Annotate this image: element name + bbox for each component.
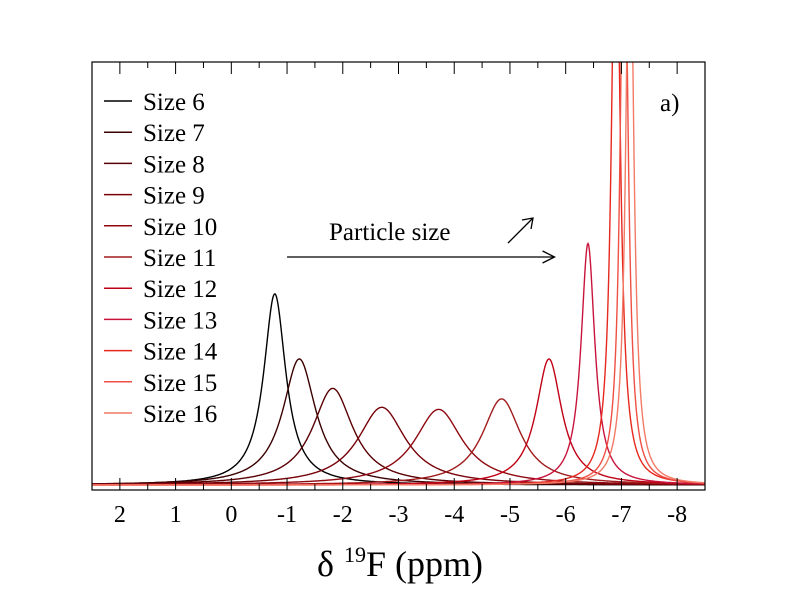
legend-label: Size 14 <box>143 339 218 366</box>
x-axis-label-suffix: F (ppm) <box>366 544 483 584</box>
legend-label: Size 9 <box>143 183 205 210</box>
legend-label: Size 8 <box>143 151 205 178</box>
particle-size-arrow <box>287 250 556 264</box>
legend-label: Size 12 <box>143 276 217 303</box>
x-tick-label: -2 <box>333 502 353 528</box>
legend-label: Size 13 <box>143 307 217 334</box>
x-axis-label-superscript: 19 <box>344 542 366 567</box>
x-tick-label: -8 <box>667 502 687 528</box>
particle-size-annotation: Particle size <box>329 219 450 246</box>
x-axis-label: δ 19F (ppm) <box>317 542 483 584</box>
x-axis-label-prefix: δ <box>317 544 334 584</box>
legend-label: Size 15 <box>143 370 217 397</box>
x-tick-label: -4 <box>444 502 464 528</box>
legend-label: Size 16 <box>143 401 217 428</box>
x-tick-label: 1 <box>170 502 182 528</box>
legend-label: Size 11 <box>143 245 216 272</box>
x-axis-ticks: 2 1 0 -1 -2 -3 -4 -5 -6 -7 -8 <box>91 62 706 528</box>
x-tick-label: 0 <box>225 502 237 528</box>
panel-label: a) <box>660 90 679 117</box>
x-tick-label: -3 <box>389 502 409 528</box>
legend-label: Size 6 <box>143 89 205 116</box>
x-tick-label: -5 <box>500 502 520 528</box>
x-tick-label: -1 <box>277 502 297 528</box>
x-tick-label: 2 <box>114 502 126 528</box>
diagonal-arrow-icon <box>507 217 534 244</box>
legend-label: Size 7 <box>143 120 205 147</box>
series-line-size-9 <box>92 406 705 486</box>
x-tick-label: -6 <box>556 502 576 528</box>
legend-label: Size 10 <box>143 214 217 241</box>
x-tick-label: -7 <box>611 502 631 528</box>
legend: Size 6 Size 7 Size 8 Size 9 Size 10 Size 11 Si… <box>104 89 218 428</box>
arrow-head-icon <box>542 250 556 264</box>
